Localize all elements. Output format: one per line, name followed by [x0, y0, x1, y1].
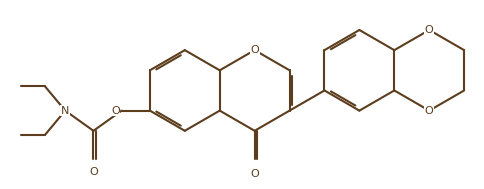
- Text: O: O: [424, 106, 433, 116]
- Text: O: O: [424, 25, 433, 35]
- Text: O: O: [111, 106, 120, 116]
- Text: O: O: [89, 167, 98, 177]
- Text: N: N: [61, 106, 69, 116]
- Text: O: O: [250, 45, 258, 55]
- Text: O: O: [250, 169, 258, 179]
